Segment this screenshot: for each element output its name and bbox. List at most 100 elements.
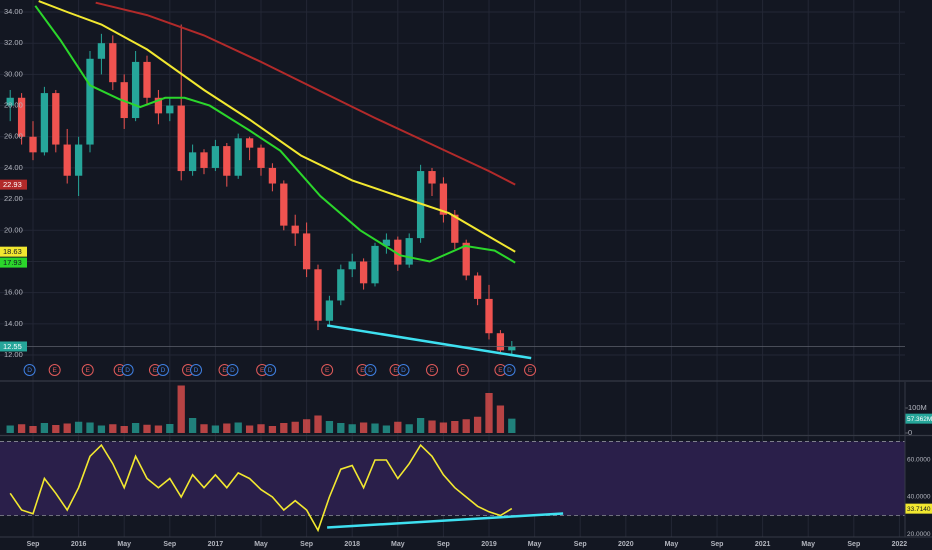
event-label: D — [230, 367, 235, 374]
x-tick-label: 2019 — [481, 541, 497, 548]
event-marker — [48, 364, 61, 376]
volume-bar — [120, 426, 128, 433]
event-label: D — [194, 367, 199, 374]
candle-body — [462, 242, 470, 276]
event-label: D — [125, 367, 130, 374]
candle-body — [485, 298, 493, 334]
volume-bar — [131, 423, 140, 433]
event-marker — [81, 364, 94, 376]
volume-bar — [97, 425, 106, 433]
event-label: E — [186, 367, 191, 374]
volume-bar — [337, 423, 345, 433]
candle-body — [223, 146, 231, 176]
moving-average — [38, 0, 516, 253]
x-tick-label: 2022 — [892, 541, 908, 548]
y-tick-label: 22.00 — [4, 194, 23, 203]
candle-body — [245, 138, 254, 148]
x-tick-label: May — [665, 541, 679, 548]
event-marker — [397, 364, 410, 376]
y-tick-label: 34.00 — [4, 7, 23, 16]
candle-body — [188, 152, 197, 172]
candle-body — [371, 245, 379, 284]
volume-bar — [416, 418, 425, 433]
candle-body — [348, 261, 356, 270]
volume-bar — [428, 420, 436, 433]
y-tick-label: 14.00 — [4, 319, 23, 328]
candle-body — [496, 333, 505, 351]
candle-body — [29, 136, 37, 153]
x-tick-label: 2016 — [71, 541, 87, 548]
candle-body — [382, 239, 391, 246]
event-marker — [264, 364, 277, 376]
event-label: E — [52, 367, 57, 374]
event-label: E — [260, 367, 265, 374]
price-tag-label: 18.63 — [3, 247, 22, 256]
candle-body — [428, 171, 436, 184]
candle-body — [17, 97, 26, 137]
volume-bar — [451, 421, 459, 433]
event-marker — [121, 364, 134, 376]
moving-average — [34, 5, 516, 264]
event-label: E — [86, 367, 91, 374]
candle-body — [177, 105, 185, 172]
price-tag-label: 22.93 — [3, 180, 22, 189]
event-marker — [364, 364, 377, 376]
event-marker — [456, 364, 469, 376]
volume-bar — [394, 421, 402, 433]
price-pane — [0, 0, 905, 360]
candle-body — [314, 269, 322, 321]
volume-bar — [268, 426, 277, 433]
volume-bar — [29, 426, 37, 433]
event-label: D — [268, 367, 273, 374]
x-tick-label: Sep — [163, 541, 176, 548]
volume-bar — [74, 421, 83, 433]
event-label: E — [461, 367, 466, 374]
x-tick-label: 2017 — [208, 541, 224, 548]
y-tick-label: 12.00 — [4, 350, 23, 359]
y-tick-label: 40.0000 — [907, 494, 931, 501]
volume-bar — [462, 419, 470, 433]
event-label: D — [401, 367, 406, 374]
volume-pane — [6, 385, 516, 433]
y-tick-label: 16.00 — [4, 288, 23, 297]
volume-bar — [52, 425, 60, 433]
volume-bar — [188, 418, 197, 433]
volume-bar — [109, 424, 117, 433]
price-tag-label: 12.55 — [3, 342, 22, 351]
y-tick-label: 100M — [908, 403, 927, 412]
candle-body — [451, 214, 459, 243]
event-marker — [321, 364, 334, 376]
candle-body — [439, 183, 448, 215]
price-tag — [0, 246, 27, 257]
candle-body — [394, 239, 402, 265]
volume-bar — [405, 424, 413, 433]
volume-bar — [223, 423, 231, 433]
price-tag-label: 17.93 — [3, 258, 22, 267]
volume-bar — [257, 424, 265, 433]
candle-body — [257, 147, 265, 168]
candle-body — [211, 146, 220, 168]
event-label: E — [528, 367, 533, 374]
event-label: D — [507, 367, 512, 374]
trendline — [326, 324, 532, 360]
y-tick-label: 30.00 — [4, 69, 23, 78]
x-tick-label: 2018 — [344, 541, 360, 548]
volume-bar — [371, 423, 379, 433]
moving-average — [95, 1, 516, 186]
event-label: E — [360, 367, 365, 374]
price-tag — [0, 179, 27, 190]
event-marker — [226, 364, 239, 376]
volume-bar — [314, 415, 322, 433]
candle-body — [166, 105, 174, 114]
candle-body — [86, 58, 94, 145]
volume-bar — [86, 422, 94, 433]
volume-bar — [473, 416, 482, 433]
candle-body — [143, 61, 151, 98]
x-tick-label: May — [801, 541, 815, 548]
candle-body — [200, 152, 208, 168]
volume-bar — [200, 424, 208, 433]
rsi-pane — [0, 441, 905, 533]
volume-bar — [211, 425, 220, 433]
y-tick-label: 20.00 — [4, 225, 23, 234]
